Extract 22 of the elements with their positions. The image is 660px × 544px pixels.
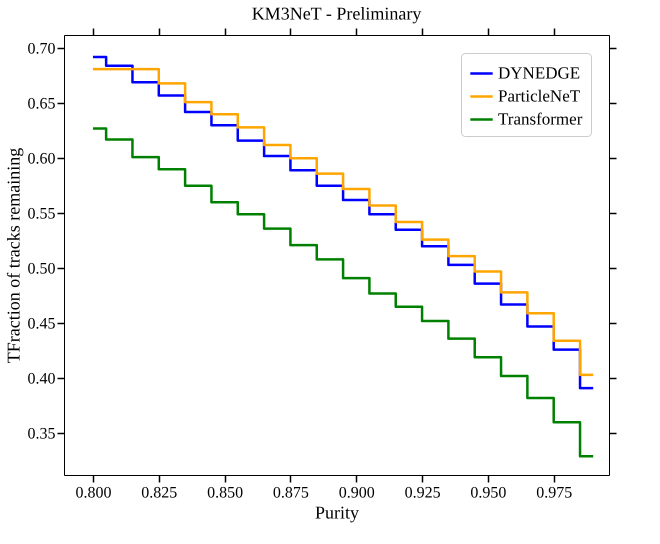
x-tick-label: 0.800 xyxy=(75,484,112,502)
x-tick-label: 0.825 xyxy=(141,484,178,502)
y-tick-label: 0.65 xyxy=(28,96,56,113)
legend-label: DYNEDGE xyxy=(498,64,580,82)
y-axis-title: TFraction of tracks remaining xyxy=(4,148,24,364)
y-tick-label: 0.70 xyxy=(28,40,56,58)
x-axis-title: Purity xyxy=(314,502,360,522)
y-tick-label: 0.40 xyxy=(28,370,56,388)
legend-label: Transformer xyxy=(498,110,583,128)
y-tick-label: 0.35 xyxy=(28,426,56,443)
x-tick-label: 0.900 xyxy=(338,484,375,502)
y-tick-label: 0.60 xyxy=(28,150,56,168)
x-tick-label: 0.950 xyxy=(470,484,506,502)
y-tick-label: 0.50 xyxy=(28,260,56,278)
chart-title: KM3NeT - Preliminary xyxy=(252,3,422,24)
x-tick-label: 0.850 xyxy=(207,484,244,502)
y-tick-label: 0.55 xyxy=(28,206,56,223)
x-tick-label: 0.875 xyxy=(272,484,309,502)
x-tick-label: 0.975 xyxy=(536,484,572,502)
legend-label: ParticleNeT xyxy=(498,86,581,106)
x-tick-label: 0.925 xyxy=(404,484,441,502)
y-tick-label: 0.45 xyxy=(28,316,56,333)
